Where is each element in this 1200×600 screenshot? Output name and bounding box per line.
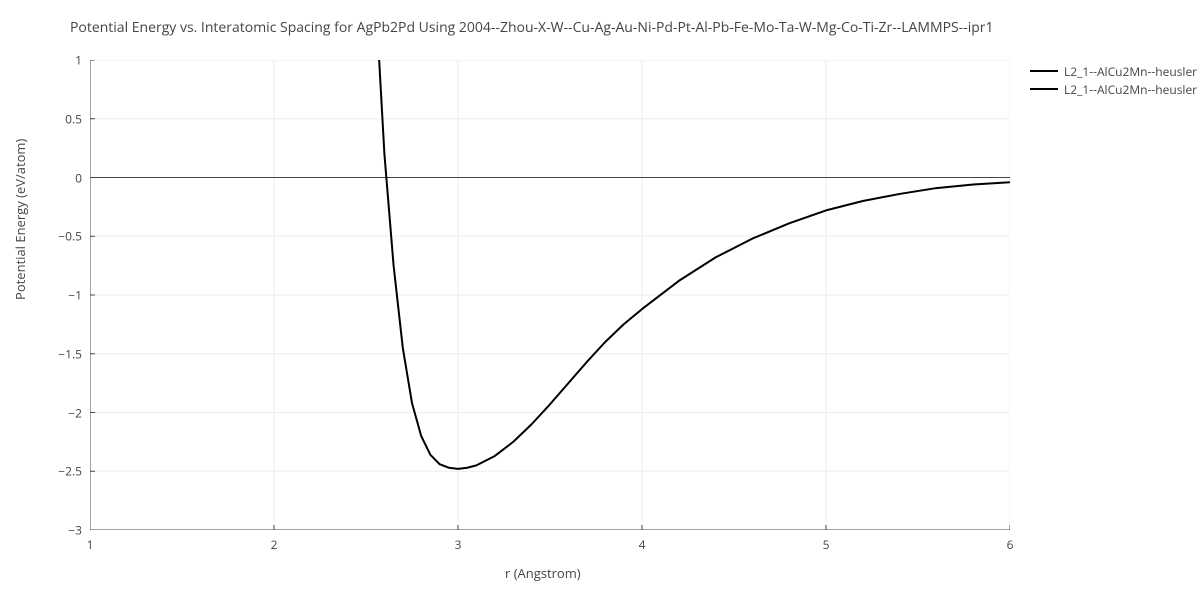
x-tick-label: 3 — [455, 536, 462, 553]
y-tick-label: −1.5 — [42, 345, 82, 362]
x-tick-label: 1 — [87, 536, 94, 553]
legend: L2_1--AlCu2Mn--heuslerL2_1--AlCu2Mn--heu… — [1030, 62, 1197, 98]
y-tick-label: −3 — [42, 522, 82, 539]
y-tick-label: −2 — [42, 404, 82, 421]
x-tick-label: 4 — [639, 536, 646, 553]
legend-swatch — [1030, 70, 1058, 72]
chart-container: Potential Energy vs. Interatomic Spacing… — [0, 0, 1200, 600]
x-tick-label: 6 — [1007, 536, 1014, 553]
y-tick-label: 0.5 — [42, 110, 82, 127]
legend-label: L2_1--AlCu2Mn--heusler — [1064, 81, 1197, 98]
series-line — [366, 60, 1010, 469]
y-tick-label: −2.5 — [42, 463, 82, 480]
y-tick-label: 0 — [42, 169, 82, 186]
legend-item[interactable]: L2_1--AlCu2Mn--heusler — [1030, 62, 1197, 80]
legend-swatch — [1030, 88, 1058, 90]
plot-svg — [90, 60, 1010, 530]
x-tick-label: 2 — [271, 536, 278, 553]
y-tick-label: 1 — [42, 52, 82, 69]
legend-item[interactable]: L2_1--AlCu2Mn--heusler — [1030, 80, 1197, 98]
chart-title: Potential Energy vs. Interatomic Spacing… — [70, 18, 994, 37]
y-axis-label: Potential Energy (eV/atom) — [11, 139, 29, 300]
y-tick-label: −0.5 — [42, 228, 82, 245]
x-tick-label: 5 — [823, 536, 830, 553]
legend-label: L2_1--AlCu2Mn--heusler — [1064, 63, 1197, 80]
y-tick-label: −1 — [42, 287, 82, 304]
x-axis-label: r (Angstrom) — [505, 564, 581, 582]
